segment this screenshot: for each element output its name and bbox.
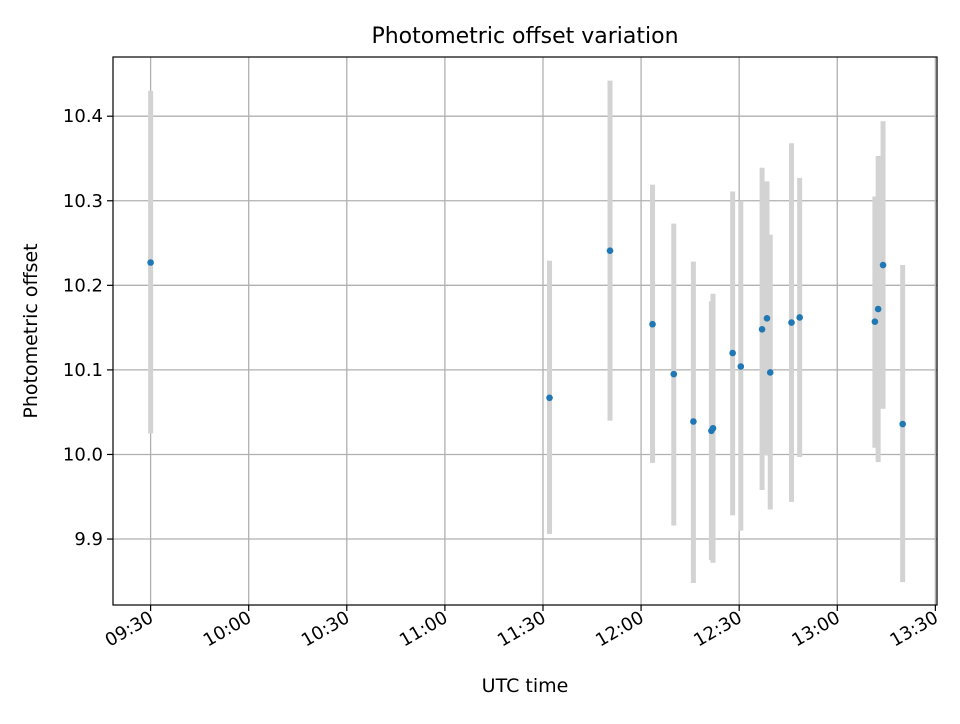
data-point xyxy=(546,394,553,402)
data-point xyxy=(788,319,795,326)
data-point xyxy=(729,349,736,357)
data-point xyxy=(670,370,678,378)
data-point xyxy=(871,318,879,325)
data-point xyxy=(709,424,717,432)
y-tick-label: 10.2 xyxy=(63,275,103,296)
data-point xyxy=(758,326,766,333)
data-point xyxy=(766,369,774,376)
data-point xyxy=(763,315,771,322)
data-point xyxy=(606,247,614,254)
plot-frame xyxy=(112,56,938,606)
data-point xyxy=(649,320,656,328)
data-point xyxy=(796,314,803,321)
y-tick-label: 9.9 xyxy=(74,529,103,550)
data-point xyxy=(737,363,745,370)
data-points xyxy=(147,247,906,435)
y-tick-label: 10.0 xyxy=(63,444,103,465)
data-point xyxy=(899,420,906,428)
data-point xyxy=(874,305,882,313)
x-axis-label: UTC time xyxy=(482,675,569,697)
data-point xyxy=(690,418,697,425)
data-point xyxy=(879,261,887,269)
y-tick-label: 10.4 xyxy=(63,106,103,127)
y-tick-label: 10.1 xyxy=(63,360,103,381)
data-point xyxy=(147,259,154,266)
chart-title: Photometric offset variation xyxy=(371,24,678,49)
y-axis-label: Photometric offset xyxy=(20,243,42,418)
y-tick-label: 10.3 xyxy=(63,191,103,212)
